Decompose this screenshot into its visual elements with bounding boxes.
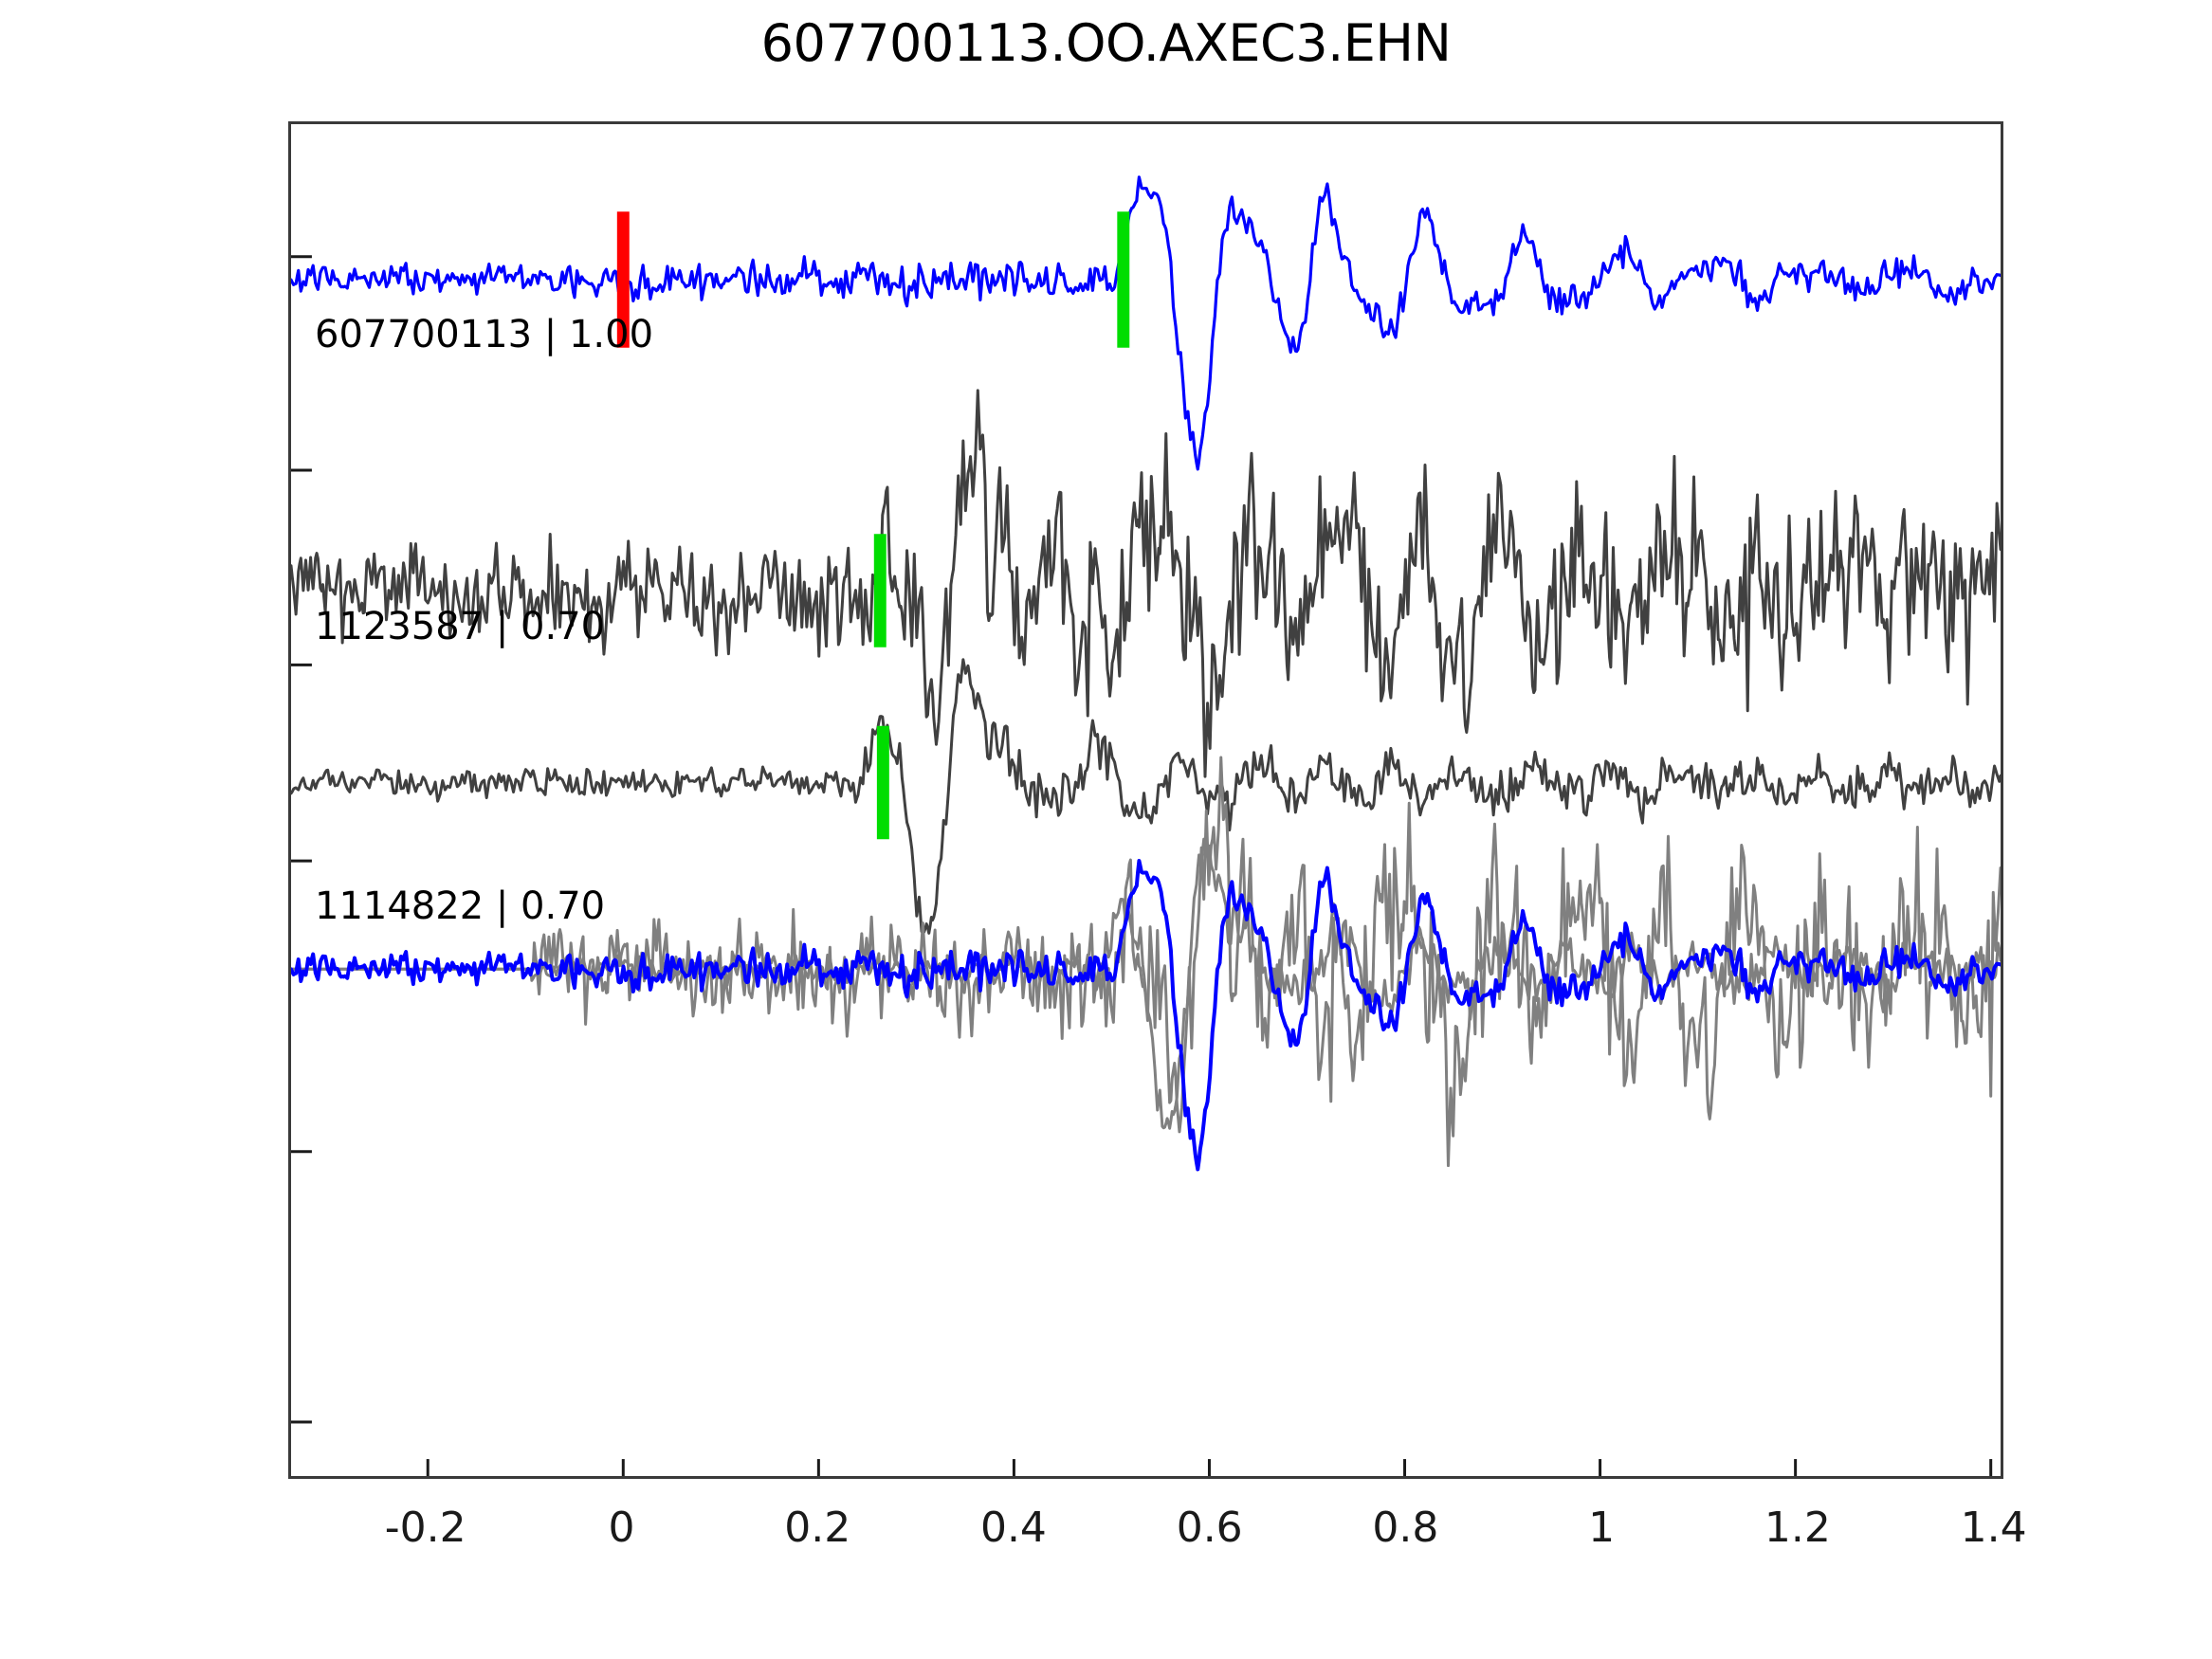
trace-label-1123587: 1123587 | 0.70	[315, 605, 606, 648]
x-tick-label-7: 1.2	[1764, 1504, 1831, 1552]
page-title: 607700113.OO.AXEC3.EHN	[760, 13, 1452, 73]
x-tick-label-0: -0.2	[384, 1504, 466, 1552]
overlay-path-1123587	[291, 756, 2001, 1168]
y-axis-ticks	[291, 255, 312, 1424]
x-axis-ticks	[426, 1459, 1993, 1476]
waveform-canvas	[291, 175, 2001, 1476]
x-tick-label-6: 1	[1588, 1504, 1616, 1552]
trace-label-607700113: 607700113 | 1.00	[315, 313, 654, 356]
plot-area	[288, 121, 2003, 1479]
x-tick-label-4: 0.6	[1176, 1504, 1243, 1552]
trace-path-1114822	[291, 658, 2001, 935]
pick-marker-group	[616, 211, 1130, 840]
trace-path-1123587	[291, 389, 2001, 778]
trace-group	[291, 175, 2001, 1172]
trace-path-607700113	[291, 175, 2001, 471]
overlay-path-607700113	[291, 858, 2001, 1172]
x-tick-label-8: 1.4	[1960, 1504, 2027, 1552]
x-tick-label-5: 0.8	[1372, 1504, 1439, 1552]
x-tick-label-1: 0	[608, 1504, 635, 1552]
trace-label-1114822: 1114822 | 0.70	[315, 884, 606, 928]
x-tick-label-3: 0.4	[979, 1504, 1047, 1552]
x-tick-label-2: 0.2	[784, 1504, 851, 1552]
